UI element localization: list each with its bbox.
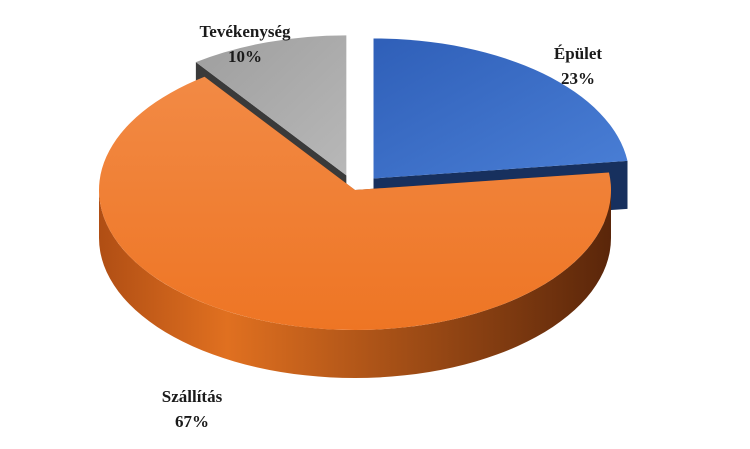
slice-label-szallitas: Szállítás: [162, 387, 223, 406]
slice-szallitas: [99, 76, 611, 378]
slice-side-szallitas: [99, 190, 611, 378]
slice-top-tevekenyseg: [195, 35, 347, 176]
slice-value-epulet: 23%: [561, 69, 595, 88]
slice-label-tevekenyseg: Tevékenység: [200, 22, 291, 41]
slices-layer: [99, 35, 628, 378]
slice-value-szallitas: 67%: [175, 412, 209, 431]
slice-top-epulet: [373, 38, 628, 179]
labels-layer: Tevékenység 10% Épület 23% Szállítás 67%: [162, 22, 603, 431]
slice-label-epulet: Épület: [554, 44, 603, 63]
slice-value-tevekenyseg: 10%: [228, 47, 262, 66]
slice-top-szallitas: [99, 76, 611, 331]
